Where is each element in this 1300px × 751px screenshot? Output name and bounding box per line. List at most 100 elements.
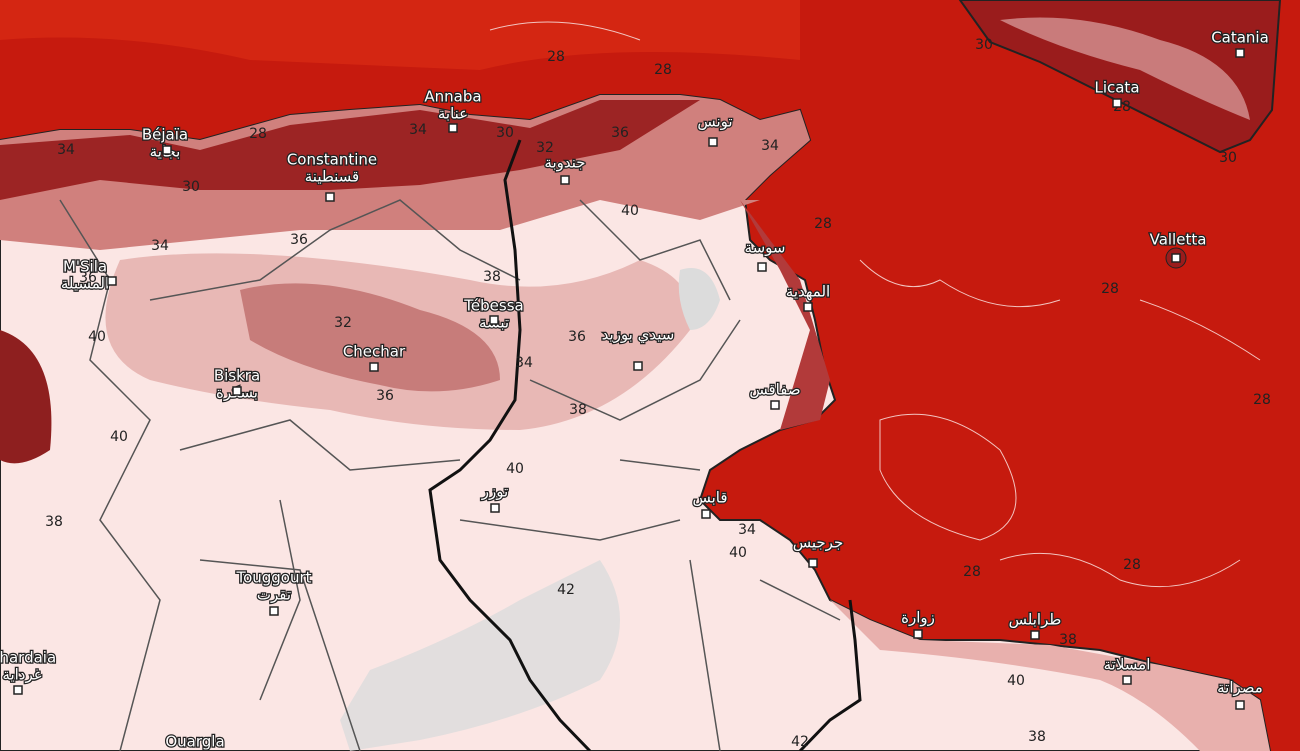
libya-coast: [830, 600, 1270, 751]
contour-label: 34: [761, 138, 779, 154]
city-name-ar: جندوبة: [544, 154, 585, 172]
city-name-ar: قابس: [692, 489, 727, 507]
city-name-ar: سيدي بوزيد: [602, 326, 675, 345]
city-marker: [633, 361, 643, 371]
city-name: Constantine: [287, 151, 377, 169]
city-marker: [560, 175, 570, 185]
city-marker: [162, 145, 172, 155]
city-name: Ghardaia: [0, 649, 56, 667]
contour-label: 38: [483, 269, 501, 285]
contour-label: 38: [45, 514, 63, 530]
city-marker: [325, 192, 335, 202]
contour-label: 32: [334, 315, 352, 331]
contour-label: 28: [654, 62, 672, 78]
cool-zone: [340, 560, 620, 751]
contour-label: 30: [1219, 150, 1237, 166]
sicily: [958, 0, 1282, 154]
city-marker: [1030, 630, 1040, 640]
contour-label: 36: [568, 329, 586, 345]
city-name-ar: تونس: [697, 113, 732, 131]
contour-label: 28: [814, 216, 832, 232]
city-marker: [1122, 675, 1132, 685]
city-marker: [369, 362, 379, 372]
contour-label: 32: [536, 140, 554, 156]
city-name-ar: صفاقس: [749, 381, 800, 399]
city-marker: [1171, 253, 1181, 263]
city-name: Touggourt: [235, 569, 311, 587]
border-tun-lby: [798, 599, 862, 751]
contour-label: 34: [738, 522, 756, 538]
cities: BéjaïaبجايةAnnabaعنابةConstantineقسنطينة…: [0, 27, 1270, 751]
contour-label: 38: [1028, 729, 1046, 745]
city-marker: [757, 262, 767, 272]
city-name: Ouargla: [165, 733, 224, 751]
contour-label: 40: [1007, 673, 1025, 689]
coast-hot: [0, 100, 700, 200]
city-marker: [489, 315, 499, 325]
contour-label: 28: [963, 564, 981, 580]
city-name-ar: عنابة: [438, 105, 468, 123]
coast-east: [740, 200, 830, 430]
region-lines: [59, 199, 841, 751]
contour-label: 34: [151, 238, 169, 254]
city-marker: [913, 629, 923, 639]
city-name: Catania: [1211, 29, 1269, 47]
city-name-ar: امسلاتة: [1104, 656, 1151, 674]
city-marker: [1235, 48, 1245, 58]
contour-label: 40: [88, 329, 106, 345]
border-alg-tun: [428, 139, 592, 751]
city-name-ar: زوارة: [901, 609, 935, 627]
contour-label: 40: [621, 203, 639, 219]
contour-label: 36: [290, 232, 308, 248]
city-name-ar: جرجيس: [793, 534, 843, 552]
city-marker: [490, 503, 500, 513]
cool-patch: [678, 268, 720, 330]
contour-label: 42: [557, 582, 575, 598]
city-name: Tébessa: [463, 297, 523, 315]
contour-label: 40: [110, 429, 128, 445]
contour-label: 40: [506, 461, 524, 477]
contour-label: 42: [791, 734, 809, 750]
city-name-ar: قسنطينة: [305, 168, 359, 186]
city-name-ar: تقرت: [257, 586, 291, 604]
city-name-ar: سوسة: [745, 239, 786, 257]
city-name-ar: غرداية: [2, 666, 41, 684]
city-name-ar: طرابلس: [1009, 611, 1062, 629]
contour-label: 36: [376, 388, 394, 404]
sicily-shade: [1000, 17, 1250, 120]
contour-label: 34: [409, 122, 427, 138]
contour-label: 40: [729, 545, 747, 561]
city-name: Chechar: [343, 343, 406, 361]
city-name: M'Sila: [63, 258, 107, 276]
contour-label: 34: [57, 142, 75, 158]
city-marker: [708, 137, 718, 147]
contour-label: 38: [1059, 632, 1077, 648]
contour-label: 28: [1253, 392, 1271, 408]
city-marker: [232, 386, 242, 396]
city-marker: [1112, 98, 1122, 108]
city-name: Valletta: [1150, 231, 1207, 249]
city-marker: [770, 400, 780, 410]
city-name: Annaba: [424, 88, 481, 106]
city-marker: [107, 276, 117, 286]
contour-label: 28: [249, 126, 267, 142]
city-name-ar: توزر: [481, 483, 508, 501]
city-marker: [448, 123, 458, 133]
city-name-ar: مصراتة: [1217, 679, 1263, 697]
contour-label: 34: [515, 355, 533, 371]
city-name: Licata: [1094, 79, 1139, 97]
isotherm: [489, 21, 1261, 588]
contour-label: 36: [79, 270, 97, 286]
city-marker: [269, 606, 279, 616]
contour-label: 38: [569, 402, 587, 418]
city-marker: [1235, 700, 1245, 710]
contour-label: 30: [975, 37, 993, 53]
city-marker: [701, 509, 711, 519]
contour-label: 28: [1123, 557, 1141, 573]
city-marker: [808, 558, 818, 568]
contour-label: 30: [182, 179, 200, 195]
contour-label: 28: [1101, 281, 1119, 297]
city-marker: [13, 685, 23, 695]
